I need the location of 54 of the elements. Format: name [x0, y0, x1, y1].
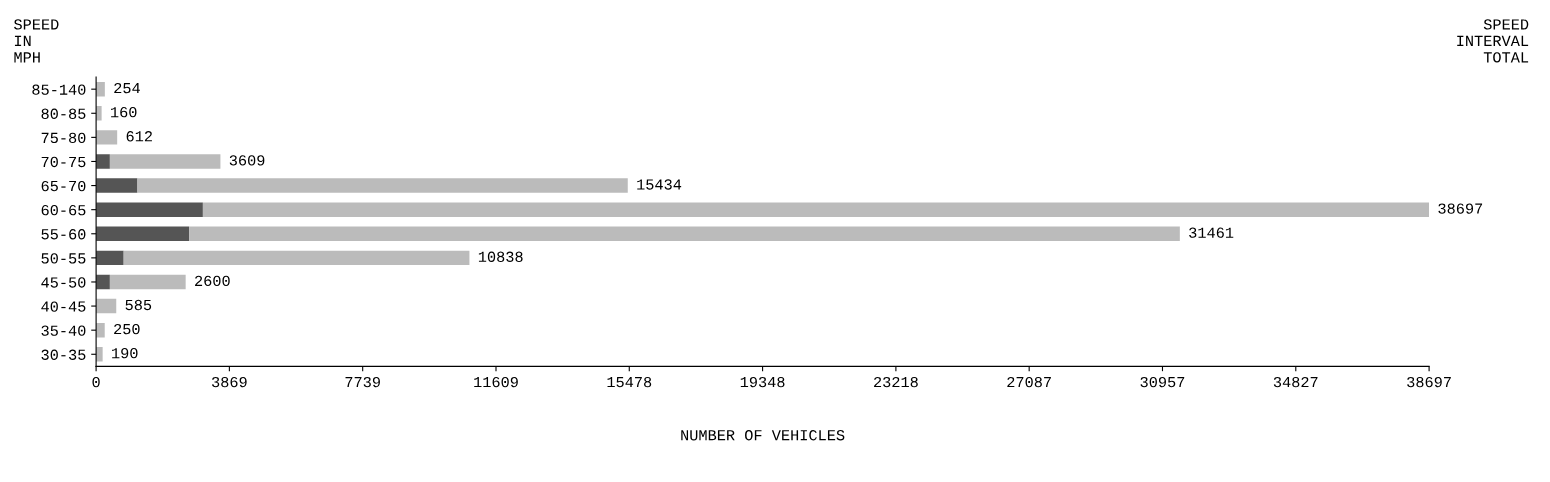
total-label: 160	[111, 107, 137, 118]
bar	[109, 154, 221, 169]
bar	[137, 178, 628, 193]
x-tick-label: 15478	[607, 376, 652, 388]
total-label: 585	[125, 299, 152, 311]
x-tick-label: 38697	[1407, 376, 1451, 388]
y-tick-label: 70-75	[41, 156, 86, 168]
bar	[189, 226, 1180, 241]
total-label: 3609	[229, 155, 265, 166]
x-tick-label: 3869	[211, 376, 247, 388]
y-tick-label: 65-70	[41, 180, 86, 192]
y-tick-label: 45-50	[41, 277, 86, 288]
bar	[96, 274, 110, 290]
bar	[96, 298, 117, 314]
y-tick-label: 85-140	[32, 84, 86, 95]
x-tick-label: 23218	[874, 376, 918, 388]
y-tick-label: 75-80	[41, 132, 86, 144]
x-tick-label: 0	[92, 376, 100, 388]
bar	[123, 250, 470, 266]
bar	[202, 202, 1430, 217]
y-tick-label: 60-65	[41, 204, 86, 216]
total-label: 250	[114, 323, 140, 335]
bar	[96, 106, 102, 121]
total-label: 190	[112, 348, 138, 359]
text: SPEED INTERVAL TOTAL	[1457, 19, 1529, 63]
y-tick-label: 35-40	[41, 325, 86, 336]
bar	[96, 130, 118, 145]
x-tick-label: 19348	[740, 376, 785, 388]
y-tick-label: 80-85	[41, 108, 86, 119]
bar	[96, 226, 190, 241]
total-label: 15434	[637, 179, 682, 190]
y-axis-title: SPEED IN MPH	[14, 19, 59, 63]
bar	[109, 274, 186, 290]
y-tick-label: 50-55	[41, 253, 86, 264]
y-tick-label: 40-45	[41, 301, 86, 312]
x-tick-label: 30957	[1140, 376, 1185, 388]
total-label: 10838	[478, 251, 523, 262]
x-tick-label: 11609	[474, 376, 518, 388]
x-tick-label: 7739	[345, 376, 380, 388]
x-axis-title: NUMBER OF VEHICLES	[681, 430, 845, 441]
x-tick-label: 27087	[1007, 376, 1051, 388]
x-tick-label: 34827	[1273, 376, 1318, 388]
bar	[96, 250, 124, 266]
y-tick-label: 55-60	[41, 229, 86, 240]
bar	[96, 322, 105, 338]
total-label: 612	[126, 131, 152, 142]
total-label: 31461	[1189, 227, 1234, 238]
bar	[96, 202, 203, 217]
total-label: 254	[114, 82, 140, 94]
y-tick-label: 30-35	[41, 349, 86, 360]
bar	[96, 154, 110, 169]
bar	[96, 178, 138, 193]
total-label: 2600	[195, 275, 230, 287]
total-label: 38697	[1438, 203, 1483, 214]
